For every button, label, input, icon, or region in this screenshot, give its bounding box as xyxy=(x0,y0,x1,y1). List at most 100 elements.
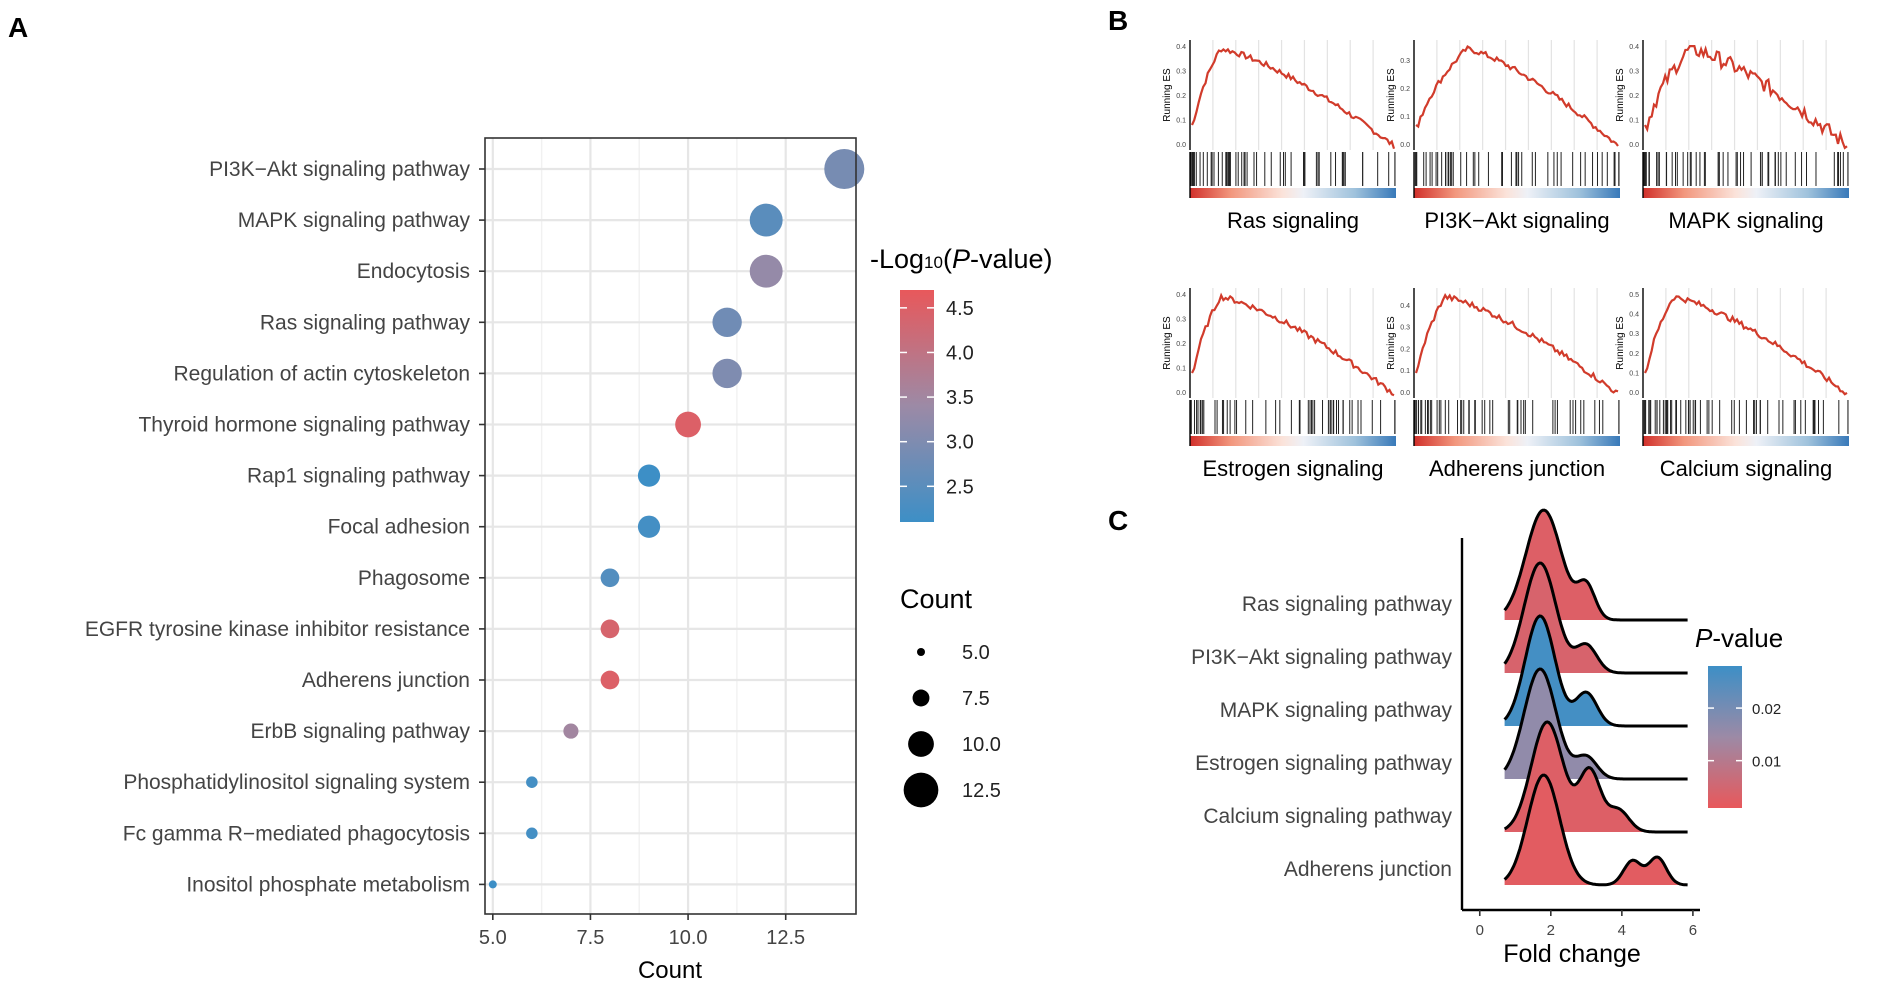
panel-b-es-curve xyxy=(1414,293,1619,394)
panel-a-category-label: Phosphatidylinositol signaling system xyxy=(123,771,470,794)
panel-c-x-tick-label: 0 xyxy=(1476,922,1484,939)
panel-a-dot xyxy=(675,411,701,438)
panel-b-plot-bg xyxy=(1643,40,1849,196)
panel-a-dot xyxy=(526,827,538,840)
panel-c-ridge-line xyxy=(1503,773,1688,887)
panel-b-y-title: Running ES xyxy=(1615,316,1626,370)
panel-a-x-tick-label: 7.5 xyxy=(577,927,605,949)
panel-b-y-tick-label: 0.3 xyxy=(1400,58,1410,65)
panel-a-x-tick-label: 12.5 xyxy=(766,927,805,949)
panel-b-y-title: Running ES xyxy=(1162,316,1173,370)
panel-c-ridge-line xyxy=(1503,508,1688,622)
panel-b-plot: 0.0 0.1 0.2 0.3 0.4 Running ES MAPK signaling xyxy=(1615,40,1849,233)
panel-a-dot xyxy=(824,148,865,190)
panel-a-size-label: 12.5 xyxy=(962,780,1001,802)
panel-b-rank-bar xyxy=(1414,188,1620,198)
panel-a-category-label: Rap1 signaling pathway xyxy=(247,465,470,488)
panel-b-rank-bar xyxy=(1190,188,1396,198)
panel-c-x-tick-label: 4 xyxy=(1618,922,1626,939)
panel-b-rank-bar xyxy=(1643,188,1849,198)
panel-c-ridge-line xyxy=(1503,614,1688,728)
panel-c-labels: Ras signaling pathway PI3K−Akt signaling … xyxy=(1191,593,1452,881)
panel-a-color-tick-label: 3.0 xyxy=(946,432,974,454)
panel-label-b: B xyxy=(1108,5,1128,36)
panel-b-y-tick-label: 0.3 xyxy=(1629,69,1639,76)
panel-a-category-label: ErbB signaling pathway xyxy=(251,720,471,743)
panel-b-y-tick-label: 0.1 xyxy=(1400,114,1410,121)
panel-b-y-tick-label: 0.0 xyxy=(1176,390,1186,397)
panel-c-color-ticks: 0.02 0.01 xyxy=(1708,701,1781,771)
panel-a-category-label: Adherens junction xyxy=(302,669,470,692)
panel-b-y-tick-label: 0.0 xyxy=(1629,390,1639,397)
panel-a-category-label: Phagosome xyxy=(358,567,470,590)
panel-a-category-label: MAPK signaling pathway xyxy=(238,209,471,232)
panel-b-es-curve xyxy=(1191,292,1395,397)
panel-label-a: A xyxy=(8,12,28,43)
panel-b-es-curve xyxy=(1644,45,1848,150)
panel-b-y-tick-label: 0.0 xyxy=(1176,142,1186,149)
panel-a-dot xyxy=(712,307,742,337)
panel-b-y-tick-label: 0.4 xyxy=(1629,312,1639,319)
panel-a-x-tick-label: 5.0 xyxy=(479,927,507,949)
panel-a-x-ticks: 5.0 7.5 10.0 12.5 xyxy=(479,914,805,949)
panel-a-category-label: Inositol phosphate metabolism xyxy=(186,873,470,896)
panel-a-category-label: Regulation of actin cytoskeleton xyxy=(173,362,470,385)
panel-a-size-label: 5.0 xyxy=(962,642,990,664)
panel-b-y-tick-label: 0.2 xyxy=(1176,93,1186,100)
panel-c-x-tick-label: 6 xyxy=(1689,922,1697,939)
panel-a-y-labels: PI3K−Akt signaling pathway MAPK signaling… xyxy=(85,158,485,896)
panel-b-rank-bar xyxy=(1190,436,1396,446)
panel-b-y-title: Running ES xyxy=(1386,68,1397,122)
panel-a-category-label: Fc gamma R−mediated phagocytosis xyxy=(123,822,470,845)
panel-b-y-tick-label: 0.1 xyxy=(1629,118,1639,125)
panel-b-plot-title: Adherens junction xyxy=(1429,456,1605,481)
panel-a-color-tick-label: 4.0 xyxy=(946,342,974,364)
panel-b-y-tick-label: 0.2 xyxy=(1629,351,1639,358)
panel-b-y-tick-label: 0.1 xyxy=(1400,368,1410,375)
panel-b-es-curve xyxy=(1415,44,1619,147)
panel-a-color-ticks: 4.5 4.0 3.5 3.0 2.5 xyxy=(900,298,974,498)
panel-b-plot-title: MAPK signaling xyxy=(1668,208,1823,233)
panel-a-size-label: 10.0 xyxy=(962,734,1001,756)
panel-b-y-tick-label: 0.2 xyxy=(1400,346,1410,353)
panel-b-plot: 0.0 0.1 0.2 0.3 0.4 0.5 Running ES Calcium sign… xyxy=(1615,288,1849,481)
panel-c-category-label: Calcium signaling pathway xyxy=(1203,805,1452,828)
panel-b-y-title: Running ES xyxy=(1386,316,1397,370)
panel-b-y-tick-label: 0.3 xyxy=(1629,331,1639,338)
panel-a-x-title: Count xyxy=(638,957,702,984)
panel-c-ridgeplot: Ras signaling pathway PI3K−Akt signaling … xyxy=(1191,508,1783,968)
panel-a-category-label: Ras signaling pathway xyxy=(260,311,471,334)
panel-b-plot-bg xyxy=(1190,288,1396,444)
panel-a-dot xyxy=(600,619,620,639)
panel-a-size-label: 7.5 xyxy=(962,688,990,710)
panel-c-ridge-fill xyxy=(1504,775,1688,885)
panel-a-size-key xyxy=(908,731,934,757)
panel-label-c: C xyxy=(1108,505,1128,536)
panel-b-y-tick-label: 0.0 xyxy=(1400,390,1410,397)
panel-b-es-curve xyxy=(1644,295,1848,396)
panel-a-color-tick-label: 2.5 xyxy=(946,476,974,498)
panel-c-color-tick-label: 0.02 xyxy=(1752,701,1781,718)
panel-b-y-title: Running ES xyxy=(1162,68,1173,122)
panel-b-y-tick-label: 0.2 xyxy=(1400,86,1410,93)
panel-a-category-label: PI3K−Akt signaling pathway xyxy=(209,158,470,181)
panel-b-rank-bar xyxy=(1643,436,1849,446)
panel-b-y-tick-label: 0.4 xyxy=(1400,303,1410,310)
panel-c-color-bar xyxy=(1708,666,1742,808)
panel-a-size-legend: 5.0 7.5 10.0 12.5 xyxy=(903,642,1001,808)
panel-a-color-tick-label: 4.5 xyxy=(946,298,974,320)
panel-c-ridge-line xyxy=(1503,561,1688,675)
panel-b-y-tick-label: 0.0 xyxy=(1400,142,1410,149)
panel-a-dot xyxy=(563,723,579,739)
panel-a-color-tick-label: 3.5 xyxy=(946,387,974,409)
panel-b-es-curve xyxy=(1190,47,1396,150)
panel-a-dots xyxy=(488,148,865,889)
panel-c-color-tick-label: 0.01 xyxy=(1752,754,1781,771)
panel-b-plot-title: PI3K−Akt signaling xyxy=(1424,208,1609,233)
panel-c-category-label: Adherens junction xyxy=(1284,858,1452,881)
panel-a-size-key xyxy=(903,772,939,808)
panel-a-frame xyxy=(484,137,857,915)
